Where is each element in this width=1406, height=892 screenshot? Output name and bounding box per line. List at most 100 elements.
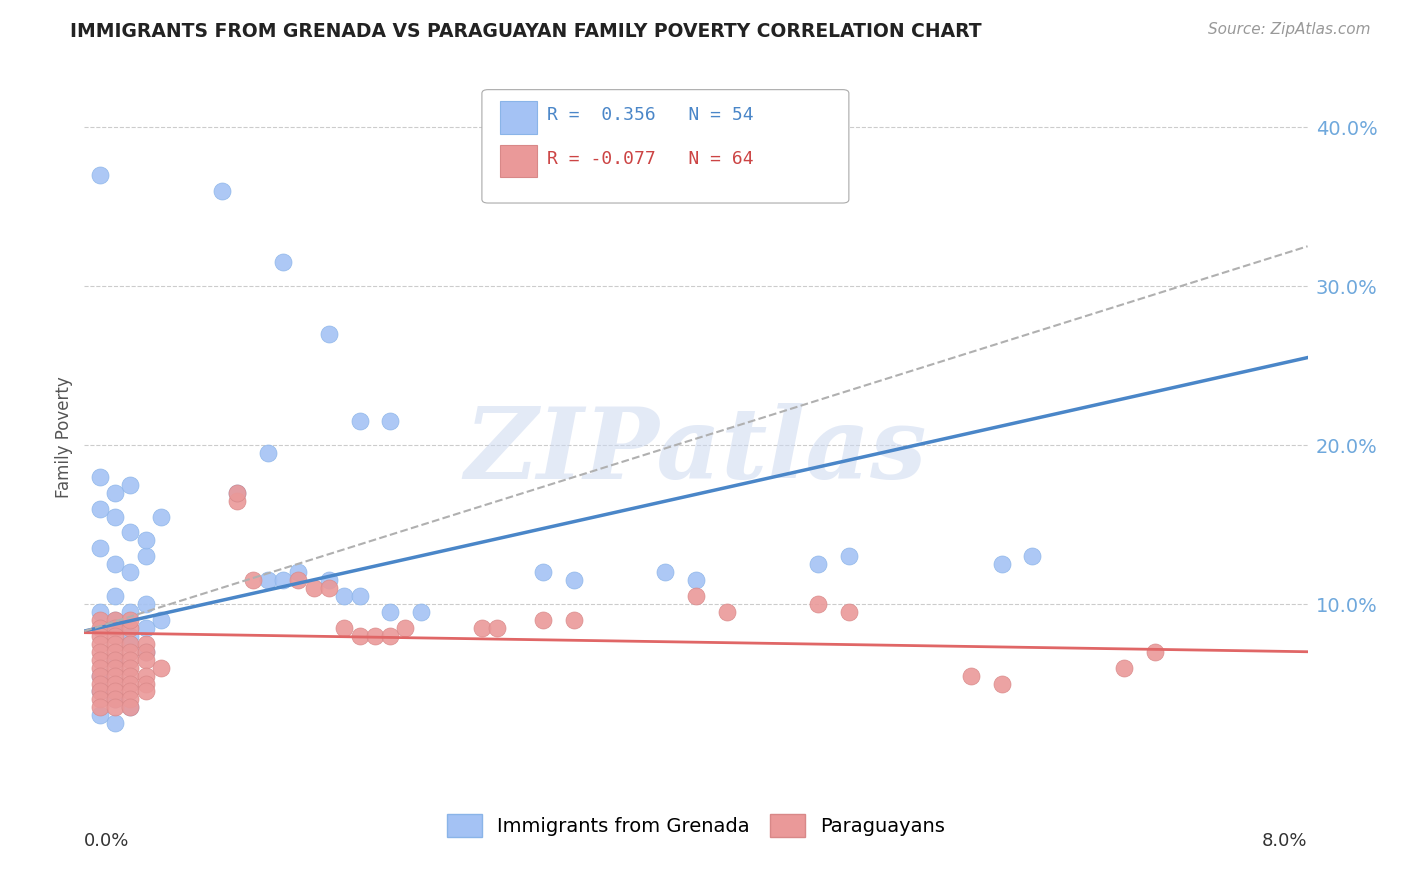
Point bbox=[135, 676, 157, 690]
Point bbox=[135, 637, 157, 651]
Point bbox=[120, 660, 142, 674]
Point bbox=[226, 493, 249, 508]
Point bbox=[807, 558, 830, 572]
Point bbox=[89, 708, 111, 723]
Point bbox=[89, 684, 111, 698]
Point bbox=[89, 470, 111, 484]
FancyBboxPatch shape bbox=[501, 101, 537, 134]
Point bbox=[409, 605, 432, 619]
Point bbox=[104, 716, 127, 731]
Point bbox=[104, 676, 127, 690]
Point bbox=[380, 629, 402, 643]
Point bbox=[89, 692, 111, 706]
Point bbox=[89, 645, 111, 659]
Point bbox=[89, 676, 111, 690]
Point bbox=[287, 573, 309, 587]
Point bbox=[89, 700, 111, 714]
Point bbox=[89, 621, 111, 635]
Point bbox=[135, 597, 157, 611]
Point bbox=[104, 613, 127, 627]
Point bbox=[135, 668, 157, 682]
Point bbox=[120, 621, 142, 635]
Point bbox=[211, 184, 233, 198]
Point bbox=[1021, 549, 1043, 564]
Y-axis label: Family Poverty: Family Poverty bbox=[55, 376, 73, 498]
Point bbox=[531, 613, 554, 627]
Point bbox=[364, 629, 387, 643]
Point bbox=[120, 629, 142, 643]
Point bbox=[654, 566, 676, 580]
Point bbox=[318, 326, 340, 341]
Point bbox=[135, 653, 157, 667]
Point bbox=[89, 168, 111, 182]
Point bbox=[104, 485, 127, 500]
Point bbox=[242, 573, 264, 587]
Point bbox=[104, 637, 127, 651]
Point bbox=[302, 581, 325, 595]
Point bbox=[120, 637, 142, 651]
Point bbox=[104, 645, 127, 659]
Point bbox=[89, 684, 111, 698]
Point bbox=[104, 629, 127, 643]
Point bbox=[991, 676, 1014, 690]
Text: IMMIGRANTS FROM GRENADA VS PARAGUAYAN FAMILY POVERTY CORRELATION CHART: IMMIGRANTS FROM GRENADA VS PARAGUAYAN FA… bbox=[70, 22, 981, 41]
Point bbox=[226, 485, 249, 500]
Point bbox=[149, 660, 172, 674]
Point bbox=[257, 446, 280, 460]
Text: 0.0%: 0.0% bbox=[84, 832, 129, 850]
Point bbox=[104, 613, 127, 627]
Point bbox=[838, 605, 860, 619]
Point bbox=[89, 637, 111, 651]
Point bbox=[991, 558, 1014, 572]
Point bbox=[120, 700, 142, 714]
Point bbox=[89, 668, 111, 682]
Point bbox=[120, 605, 142, 619]
Point bbox=[257, 573, 280, 587]
Point bbox=[135, 645, 157, 659]
Point bbox=[349, 414, 371, 428]
Point bbox=[380, 414, 402, 428]
Point bbox=[120, 645, 142, 659]
Point bbox=[135, 621, 157, 635]
Point bbox=[104, 653, 127, 667]
Point bbox=[120, 668, 142, 682]
Point bbox=[104, 558, 127, 572]
Point bbox=[120, 477, 142, 491]
Point bbox=[120, 566, 142, 580]
Point bbox=[104, 668, 127, 682]
Point bbox=[135, 533, 157, 548]
Point bbox=[104, 692, 127, 706]
Point bbox=[104, 621, 127, 635]
Point bbox=[89, 501, 111, 516]
Text: ZIPatlas: ZIPatlas bbox=[465, 403, 927, 500]
Point bbox=[471, 621, 494, 635]
Point bbox=[89, 629, 111, 643]
Point bbox=[89, 653, 111, 667]
Point bbox=[120, 653, 142, 667]
Point bbox=[562, 573, 585, 587]
Point bbox=[1143, 645, 1166, 659]
Point bbox=[120, 613, 142, 627]
Point bbox=[89, 660, 111, 674]
Point bbox=[120, 637, 142, 651]
Point bbox=[333, 589, 356, 603]
Point bbox=[104, 660, 127, 674]
Point bbox=[104, 692, 127, 706]
Point bbox=[562, 613, 585, 627]
Point bbox=[486, 621, 509, 635]
Point bbox=[149, 509, 172, 524]
Point bbox=[135, 549, 157, 564]
Point bbox=[104, 509, 127, 524]
FancyBboxPatch shape bbox=[482, 90, 849, 203]
Point bbox=[960, 668, 983, 682]
Point bbox=[89, 541, 111, 556]
Point bbox=[104, 700, 127, 714]
Point bbox=[226, 485, 249, 500]
Point bbox=[685, 589, 707, 603]
Point bbox=[531, 566, 554, 580]
Point bbox=[120, 676, 142, 690]
Point bbox=[271, 573, 294, 587]
Point bbox=[349, 629, 371, 643]
Point bbox=[807, 597, 830, 611]
Point bbox=[685, 573, 707, 587]
